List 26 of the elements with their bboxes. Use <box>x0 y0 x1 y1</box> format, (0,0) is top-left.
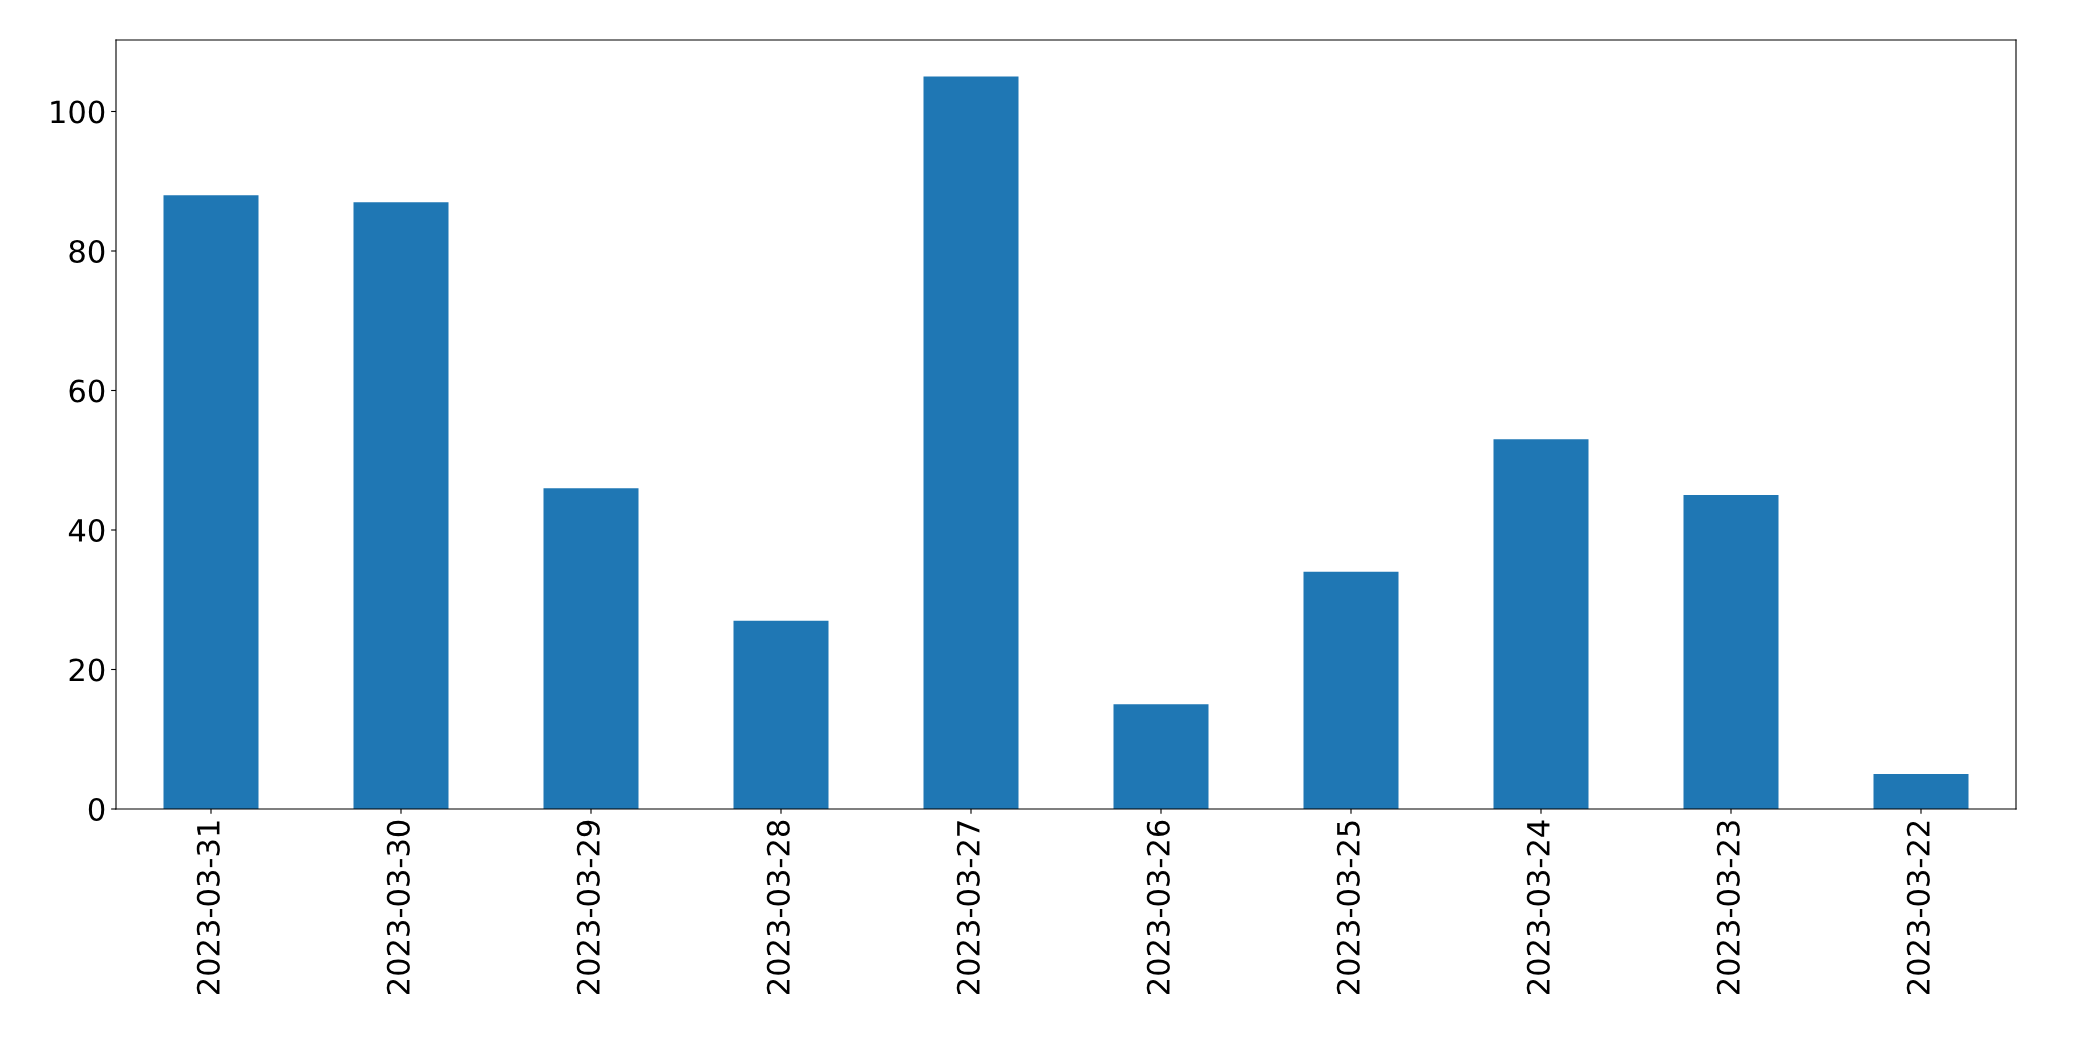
bar <box>733 620 829 809</box>
y-tick-label: 0 <box>88 797 105 822</box>
bar <box>353 202 449 809</box>
x-tick-label: 2023-03-26 <box>1146 820 1170 995</box>
bar <box>163 195 259 809</box>
x-tick-label: 2023-03-29 <box>576 820 600 995</box>
y-tick-label: 40 <box>68 518 105 543</box>
bar <box>1113 704 1209 809</box>
x-tick-label: 2023-03-25 <box>1336 821 1360 995</box>
bar <box>543 488 639 809</box>
x-tick-label: 2023-03-30 <box>386 820 410 995</box>
bar <box>1873 774 1969 809</box>
bar <box>1493 439 1589 809</box>
y-tick-label: 80 <box>69 239 105 264</box>
x-tick-label: 2023-03-24 <box>1526 820 1550 995</box>
x-tick-label: 2023-03-22 <box>1906 821 1930 995</box>
x-tick-label: 2023-03-28 <box>766 820 790 995</box>
y-tick-label: 20 <box>69 658 105 682</box>
x-tick-label: 2023-03-31 <box>196 821 220 995</box>
bar <box>1683 495 1779 809</box>
y-tick-label: 100 <box>51 100 105 124</box>
bar <box>1303 571 1399 809</box>
bar <box>923 76 1019 809</box>
y-tick-label: 60 <box>69 379 105 403</box>
x-tick-label: 2023-03-27 <box>956 821 980 995</box>
x-tick-label: 2023-03-23 <box>1716 821 1740 995</box>
